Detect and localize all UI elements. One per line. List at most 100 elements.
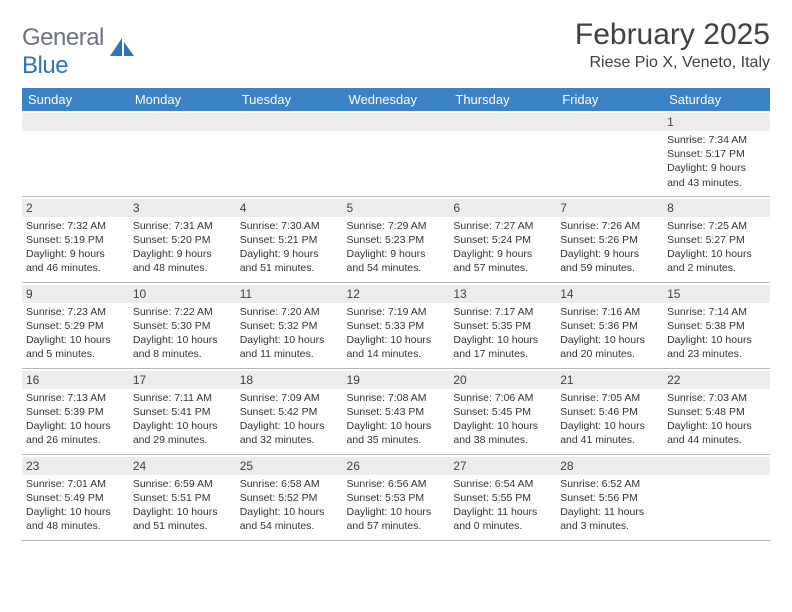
- calendar-week-row: 2Sunrise: 7:32 AMSunset: 5:19 PMDaylight…: [22, 196, 770, 282]
- calendar-day-cell: 8 Sunrise: 7:25 AMSunset: 5:27 PMDaylight…: [663, 196, 770, 282]
- day-details: Sunrise: 7:26 AMSunset: 5:26 PMDaylight:…: [560, 219, 659, 276]
- day-number: 6: [449, 199, 556, 217]
- day-number: 22: [663, 371, 770, 389]
- calendar-week-row: 23 Sunrise: 7:01 AMSunset: 5:49 PMDayligh…: [22, 454, 770, 540]
- day-number: 23: [22, 457, 129, 475]
- month-title: February 2025: [575, 18, 770, 52]
- calendar-day-cell: 24Sunrise: 6:59 AMSunset: 5:51 PMDayligh…: [129, 454, 236, 540]
- weekday-header: Friday: [556, 88, 663, 111]
- day-number: 5: [343, 199, 450, 217]
- day-details: Sunrise: 7:14 AMSunset: 5:38 PMDaylight:…: [667, 305, 766, 362]
- day-details: Sunrise: 7:01 AMSunset: 5:49 PMDaylight:…: [26, 477, 125, 534]
- calendar-day-cell: [22, 111, 129, 196]
- calendar-day-cell: [663, 454, 770, 540]
- weekday-header: Sunday: [22, 88, 129, 111]
- calendar-day-cell: 25Sunrise: 6:58 AMSunset: 5:52 PMDayligh…: [236, 454, 343, 540]
- day-number: [556, 113, 663, 131]
- calendar-week-row: 1Sunrise: 7:34 AMSunset: 5:17 PMDaylight…: [22, 111, 770, 196]
- calendar-day-cell: [556, 111, 663, 196]
- day-number: [343, 113, 450, 131]
- day-number: 10: [129, 285, 236, 303]
- day-number: [663, 457, 770, 475]
- day-number: 4: [236, 199, 343, 217]
- day-number: [449, 113, 556, 131]
- day-number: 16: [22, 371, 129, 389]
- calendar-day-cell: 20Sunrise: 7:06 AMSunset: 5:45 PMDayligh…: [449, 368, 556, 454]
- day-number: [236, 113, 343, 131]
- day-details: Sunrise: 7:19 AMSunset: 5:33 PMDaylight:…: [347, 305, 446, 362]
- weekday-header: Monday: [129, 88, 236, 111]
- calendar-day-cell: [449, 111, 556, 196]
- day-number: 25: [236, 457, 343, 475]
- day-details: Sunrise: 7:17 AMSunset: 5:35 PMDaylight:…: [453, 305, 552, 362]
- calendar-day-cell: 9 Sunrise: 7:23 AMSunset: 5:29 PMDaylight…: [22, 282, 129, 368]
- calendar-day-cell: [343, 111, 450, 196]
- calendar-table: SundayMondayTuesdayWednesdayThursdayFrid…: [22, 88, 770, 541]
- day-details: Sunrise: 7:30 AMSunset: 5:21 PMDaylight:…: [240, 219, 339, 276]
- day-number: 8: [663, 199, 770, 217]
- calendar-day-cell: 2Sunrise: 7:32 AMSunset: 5:19 PMDaylight…: [22, 196, 129, 282]
- day-number: 12: [343, 285, 450, 303]
- day-details: Sunrise: 7:11 AMSunset: 5:41 PMDaylight:…: [133, 391, 232, 448]
- location: Riese Pio X, Veneto, Italy: [575, 54, 770, 72]
- calendar-day-cell: 21 Sunrise: 7:05 AMSunset: 5:46 PMDayligh…: [556, 368, 663, 454]
- day-number: [22, 113, 129, 131]
- day-details: Sunrise: 7:13 AMSunset: 5:39 PMDaylight:…: [26, 391, 125, 448]
- calendar-day-cell: 12 Sunrise: 7:19 AMSunset: 5:33 PMDayligh…: [343, 282, 450, 368]
- day-details: Sunrise: 6:54 AMSunset: 5:55 PMDaylight:…: [453, 477, 552, 534]
- calendar-day-cell: 15 Sunrise: 7:14 AMSunset: 5:38 PMDayligh…: [663, 282, 770, 368]
- day-details: Sunrise: 6:59 AMSunset: 5:51 PMDaylight:…: [133, 477, 232, 534]
- calendar-day-cell: 10Sunrise: 7:22 AMSunset: 5:30 PMDayligh…: [129, 282, 236, 368]
- day-number: 9: [22, 285, 129, 303]
- calendar-day-cell: 27Sunrise: 6:54 AMSunset: 5:55 PMDayligh…: [449, 454, 556, 540]
- day-details: Sunrise: 7:05 AMSunset: 5:46 PMDaylight:…: [560, 391, 659, 448]
- day-number: [129, 113, 236, 131]
- day-number: 15: [663, 285, 770, 303]
- calendar-day-cell: 7Sunrise: 7:26 AMSunset: 5:26 PMDaylight…: [556, 196, 663, 282]
- day-number: 21: [556, 371, 663, 389]
- day-details: Sunrise: 6:52 AMSunset: 5:56 PMDaylight:…: [560, 477, 659, 534]
- logo-text: General Blue: [22, 24, 104, 80]
- day-number: 18: [236, 371, 343, 389]
- day-details: Sunrise: 7:29 AMSunset: 5:23 PMDaylight:…: [347, 219, 446, 276]
- day-details: Sunrise: 7:34 AMSunset: 5:17 PMDaylight:…: [667, 133, 766, 190]
- day-details: Sunrise: 7:27 AMSunset: 5:24 PMDaylight:…: [453, 219, 552, 276]
- calendar-day-cell: 19 Sunrise: 7:08 AMSunset: 5:43 PMDayligh…: [343, 368, 450, 454]
- day-details: Sunrise: 7:23 AMSunset: 5:29 PMDaylight:…: [26, 305, 125, 362]
- calendar-day-cell: 1Sunrise: 7:34 AMSunset: 5:17 PMDaylight…: [663, 111, 770, 196]
- calendar-day-cell: 5 Sunrise: 7:29 AMSunset: 5:23 PMDaylight…: [343, 196, 450, 282]
- day-number: 13: [449, 285, 556, 303]
- calendar-day-cell: 13 Sunrise: 7:17 AMSunset: 5:35 PMDayligh…: [449, 282, 556, 368]
- weekday-header: Saturday: [663, 88, 770, 111]
- day-details: Sunrise: 7:25 AMSunset: 5:27 PMDaylight:…: [667, 219, 766, 276]
- calendar-week-row: 16 Sunrise: 7:13 AMSunset: 5:39 PMDayligh…: [22, 368, 770, 454]
- header: General Blue February 2025 Riese Pio X, …: [22, 18, 770, 80]
- day-details: Sunrise: 6:56 AMSunset: 5:53 PMDaylight:…: [347, 477, 446, 534]
- day-number: 3: [129, 199, 236, 217]
- day-number: 19: [343, 371, 450, 389]
- calendar-day-cell: 18Sunrise: 7:09 AMSunset: 5:42 PMDayligh…: [236, 368, 343, 454]
- day-details: Sunrise: 7:32 AMSunset: 5:19 PMDaylight:…: [26, 219, 125, 276]
- day-details: Sunrise: 7:03 AMSunset: 5:48 PMDaylight:…: [667, 391, 766, 448]
- day-number: 26: [343, 457, 450, 475]
- logo: General Blue: [22, 24, 136, 80]
- day-number: 28: [556, 457, 663, 475]
- weekday-header: Tuesday: [236, 88, 343, 111]
- calendar-day-cell: [129, 111, 236, 196]
- calendar-day-cell: 14Sunrise: 7:16 AMSunset: 5:36 PMDayligh…: [556, 282, 663, 368]
- day-number: 14: [556, 285, 663, 303]
- calendar-day-cell: 6 Sunrise: 7:27 AMSunset: 5:24 PMDaylight…: [449, 196, 556, 282]
- weekday-header-row: SundayMondayTuesdayWednesdayThursdayFrid…: [22, 88, 770, 111]
- day-number: 20: [449, 371, 556, 389]
- day-details: Sunrise: 7:08 AMSunset: 5:43 PMDaylight:…: [347, 391, 446, 448]
- weekday-header: Thursday: [449, 88, 556, 111]
- calendar-day-cell: 16 Sunrise: 7:13 AMSunset: 5:39 PMDayligh…: [22, 368, 129, 454]
- calendar-day-cell: 22 Sunrise: 7:03 AMSunset: 5:48 PMDayligh…: [663, 368, 770, 454]
- day-details: Sunrise: 7:20 AMSunset: 5:32 PMDaylight:…: [240, 305, 339, 362]
- calendar-day-cell: [236, 111, 343, 196]
- weekday-header: Wednesday: [343, 88, 450, 111]
- day-number: 11: [236, 285, 343, 303]
- calendar-day-cell: 26 Sunrise: 6:56 AMSunset: 5:53 PMDayligh…: [343, 454, 450, 540]
- calendar-day-cell: 11 Sunrise: 7:20 AMSunset: 5:32 PMDayligh…: [236, 282, 343, 368]
- calendar-day-cell: 23 Sunrise: 7:01 AMSunset: 5:49 PMDayligh…: [22, 454, 129, 540]
